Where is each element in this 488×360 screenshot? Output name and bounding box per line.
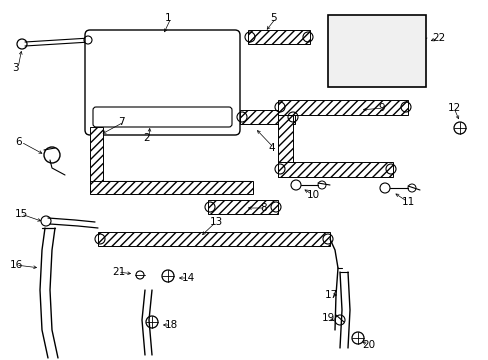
- Bar: [278, 115, 292, 177]
- Text: 24: 24: [369, 23, 383, 33]
- Bar: [98, 232, 329, 246]
- FancyBboxPatch shape: [96, 38, 228, 127]
- FancyBboxPatch shape: [93, 107, 231, 127]
- Text: 8: 8: [260, 203, 266, 213]
- Text: 13: 13: [209, 217, 223, 227]
- Text: 16: 16: [10, 260, 23, 270]
- Bar: [327, 15, 425, 87]
- Bar: [90, 181, 252, 194]
- Bar: [207, 200, 278, 214]
- Text: 21: 21: [112, 267, 125, 277]
- Text: 2: 2: [142, 133, 149, 143]
- Text: 6: 6: [15, 137, 21, 147]
- Text: 4: 4: [267, 143, 274, 153]
- Text: 11: 11: [401, 197, 414, 207]
- Text: 9: 9: [377, 103, 384, 113]
- Bar: [278, 162, 392, 177]
- Text: 10: 10: [306, 190, 320, 200]
- Text: 12: 12: [447, 103, 460, 113]
- Bar: [240, 110, 294, 124]
- Bar: [247, 30, 309, 44]
- Text: 17: 17: [325, 290, 338, 300]
- Text: 23: 23: [369, 41, 383, 51]
- Text: 14: 14: [182, 273, 195, 283]
- Bar: [278, 100, 407, 115]
- Text: 15: 15: [15, 209, 28, 219]
- Text: 20: 20: [361, 340, 374, 350]
- Text: 3: 3: [12, 63, 19, 73]
- FancyBboxPatch shape: [85, 30, 240, 135]
- Text: 5: 5: [269, 13, 276, 23]
- Text: 19: 19: [321, 313, 335, 323]
- Text: 22: 22: [431, 33, 445, 43]
- Text: 7: 7: [118, 117, 124, 127]
- Text: 1: 1: [164, 13, 171, 23]
- Text: 18: 18: [164, 320, 178, 330]
- Bar: [90, 127, 103, 190]
